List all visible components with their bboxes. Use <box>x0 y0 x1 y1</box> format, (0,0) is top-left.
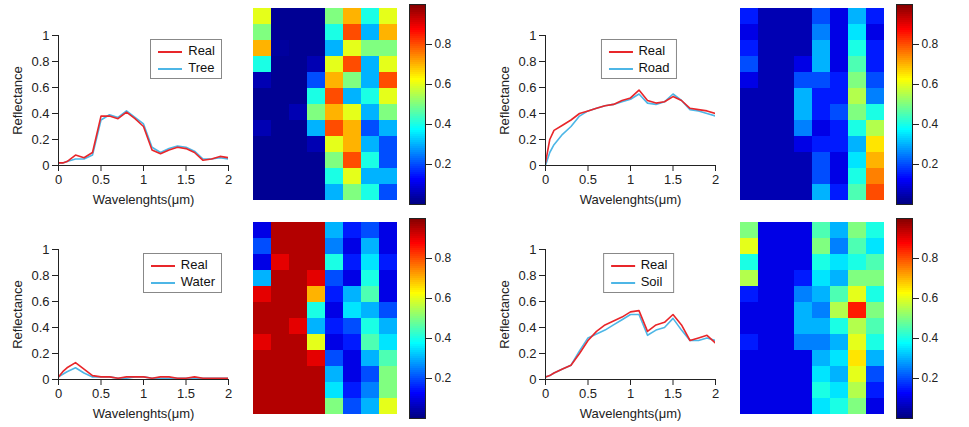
svg-text:0.6: 0.6 <box>435 77 452 91</box>
svg-text:2: 2 <box>712 386 719 401</box>
svg-text:1: 1 <box>140 386 147 401</box>
svg-text:0.6: 0.6 <box>518 80 536 95</box>
html-text:Water: Water <box>180 274 215 289</box>
svg-text:0.6: 0.6 <box>435 291 452 305</box>
svg-text:0.6: 0.6 <box>31 294 49 309</box>
svg-text:Reflectance: Reflectance <box>497 280 512 349</box>
svg-text:0.4: 0.4 <box>922 331 939 345</box>
svg-text:Wavelenghts(μm): Wavelenghts(μm) <box>580 192 682 207</box>
svg-text:0: 0 <box>529 372 536 387</box>
svg-text:0.5: 0.5 <box>579 386 597 401</box>
svg-text:0.5: 0.5 <box>92 386 110 401</box>
svg-text:2: 2 <box>225 386 232 401</box>
svg-text:Reflectance: Reflectance <box>10 280 25 349</box>
html-text:Real: Real <box>180 257 208 272</box>
svg-text:0.8: 0.8 <box>518 54 536 69</box>
svg-text:0.8: 0.8 <box>435 37 452 51</box>
svg-text:0: 0 <box>542 386 549 401</box>
svg-text:0: 0 <box>55 172 62 187</box>
svg-text:Reflectance: Reflectance <box>497 66 512 135</box>
svg-text:0.2: 0.2 <box>922 157 939 171</box>
svg-text:0.5: 0.5 <box>579 172 597 187</box>
svg-text:0.6: 0.6 <box>518 294 536 309</box>
svg-text:0.8: 0.8 <box>922 251 939 265</box>
svg-text:0.2: 0.2 <box>435 371 452 385</box>
svg-text:1.5: 1.5 <box>177 172 195 187</box>
svg-text:0.8: 0.8 <box>31 54 49 69</box>
svg-text:0.4: 0.4 <box>435 117 452 131</box>
svg-text:0.4: 0.4 <box>31 320 49 335</box>
svg-text:1.5: 1.5 <box>177 386 195 401</box>
svg-text:0.8: 0.8 <box>922 37 939 51</box>
svg-text:Wavelenghts(μm): Wavelenghts(μm) <box>93 192 195 207</box>
svg-text:0.2: 0.2 <box>518 346 536 361</box>
html-text:Tree: Tree <box>188 60 215 75</box>
svg-text:0.4: 0.4 <box>31 106 49 121</box>
svg-text:0: 0 <box>529 158 536 173</box>
svg-text:1: 1 <box>627 172 634 187</box>
svg-text:0.2: 0.2 <box>31 132 49 147</box>
svg-text:0: 0 <box>55 386 62 401</box>
svg-text:0.4: 0.4 <box>922 117 939 131</box>
svg-text:0.2: 0.2 <box>518 132 536 147</box>
html-text:Real: Real <box>640 257 668 272</box>
html-text:Real: Real <box>188 43 215 58</box>
svg-text:0.2: 0.2 <box>31 346 49 361</box>
svg-text:1.5: 1.5 <box>664 386 682 401</box>
svg-text:Wavelenghts(μm): Wavelenghts(μm) <box>580 406 682 421</box>
svg-text:0.4: 0.4 <box>518 106 536 121</box>
html-text:Real: Real <box>638 43 666 58</box>
svg-text:1: 1 <box>529 28 536 43</box>
svg-text:1: 1 <box>140 172 147 187</box>
svg-text:1: 1 <box>42 242 49 257</box>
svg-text:Reflectance: Reflectance <box>10 66 25 135</box>
svg-text:0.6: 0.6 <box>922 291 939 305</box>
svg-text:1: 1 <box>42 28 49 43</box>
svg-text:0: 0 <box>42 372 49 387</box>
svg-text:0: 0 <box>42 158 49 173</box>
svg-text:0: 0 <box>542 172 549 187</box>
svg-text:0.4: 0.4 <box>435 331 452 345</box>
svg-text:1.5: 1.5 <box>664 172 682 187</box>
svg-text:0.6: 0.6 <box>922 77 939 91</box>
svg-text:1: 1 <box>627 386 634 401</box>
svg-text:2: 2 <box>712 172 719 187</box>
svg-text:0.8: 0.8 <box>435 251 452 265</box>
svg-text:0.8: 0.8 <box>518 268 536 283</box>
svg-text:0.2: 0.2 <box>922 371 939 385</box>
html-text:Soil: Soil <box>640 274 663 289</box>
svg-text:0.6: 0.6 <box>31 80 49 95</box>
svg-text:2: 2 <box>225 172 232 187</box>
svg-text:0.2: 0.2 <box>435 157 452 171</box>
svg-text:0.5: 0.5 <box>92 172 110 187</box>
svg-text:0.8: 0.8 <box>31 268 49 283</box>
svg-text:0.4: 0.4 <box>518 320 536 335</box>
svg-text:Wavelenghts(μm): Wavelenghts(μm) <box>93 406 195 421</box>
html-text:Road: Road <box>638 60 670 75</box>
svg-text:1: 1 <box>529 242 536 257</box>
